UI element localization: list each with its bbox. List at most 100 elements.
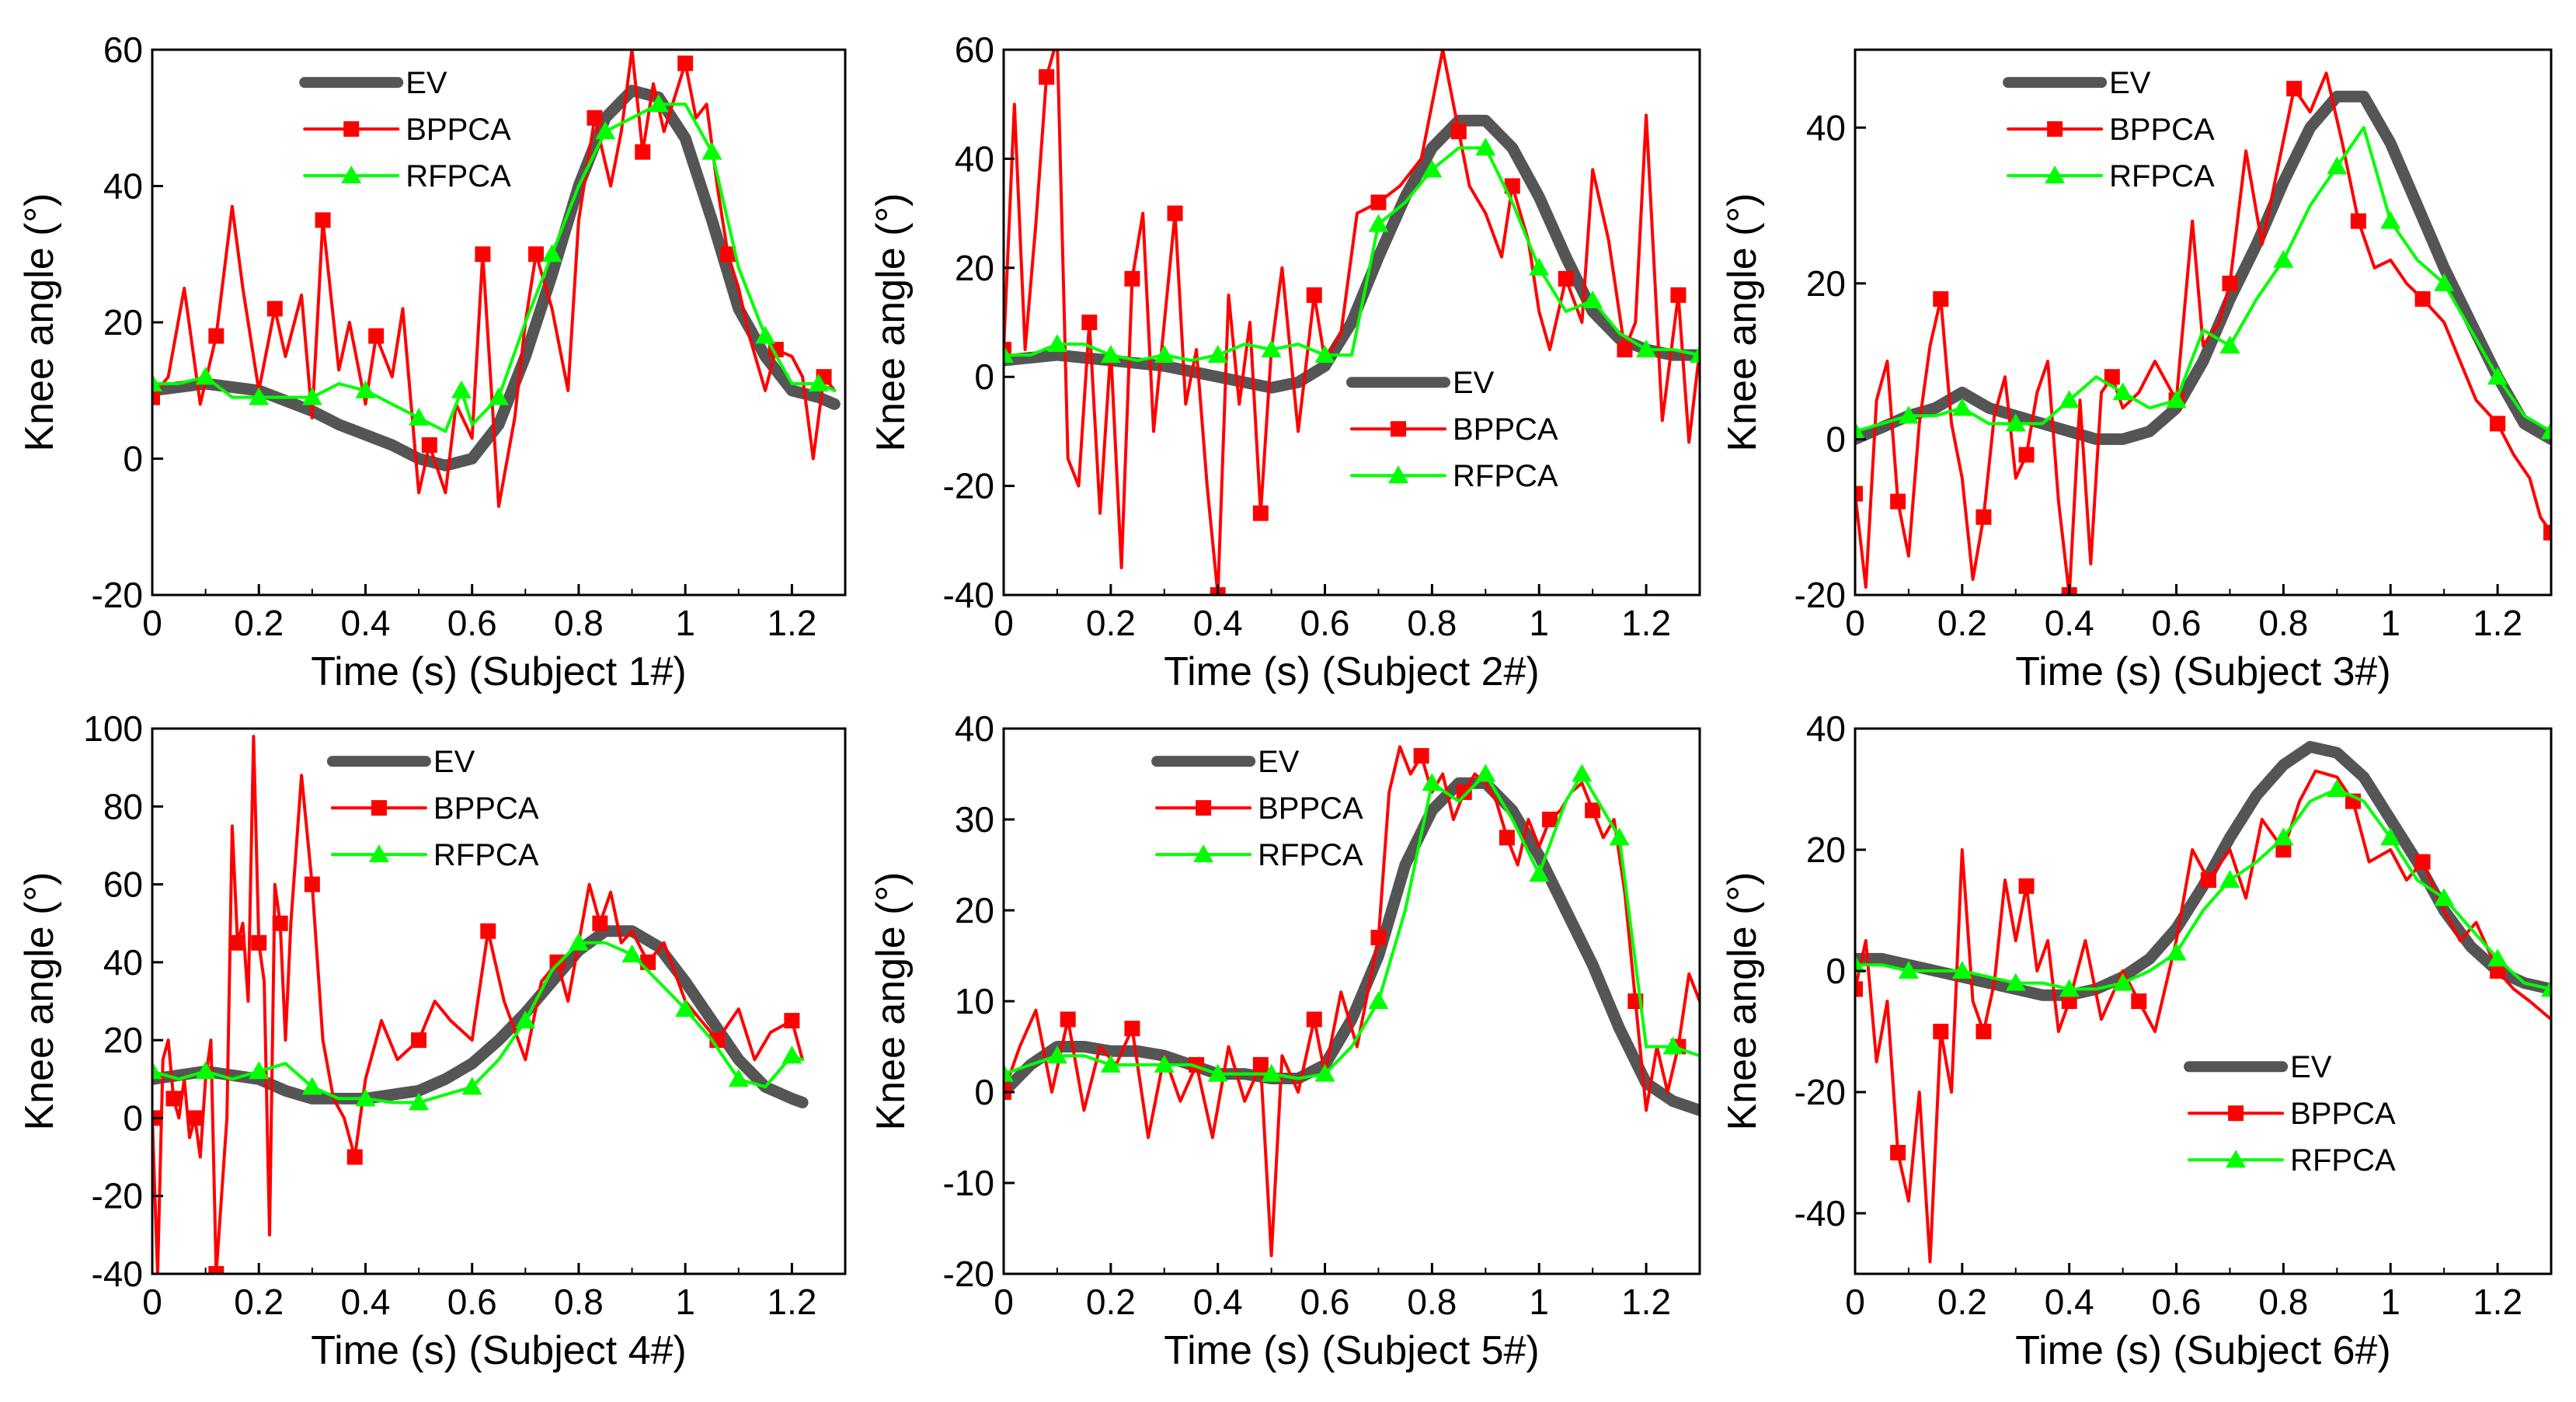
x-tick-label: 0 — [1845, 1282, 1865, 1322]
legend: EV BPPCA RFPCA — [2184, 1050, 2396, 1178]
legend-marker-rfpca — [368, 844, 389, 863]
point-marker-rfpca — [2166, 390, 2187, 409]
y-axis-title: Knee angle (°) — [17, 193, 62, 452]
y-tick-label: 40 — [955, 708, 994, 749]
point-marker-bppca — [635, 144, 651, 160]
point-marker-rfpca — [675, 999, 696, 1018]
point-marker-rfpca — [2005, 972, 2026, 991]
y-tick-label: 100 — [83, 708, 143, 749]
x-tick-label: 0.8 — [2258, 603, 2308, 643]
point-marker-rfpca — [1004, 345, 1014, 364]
x-tick-label: 0 — [142, 1282, 162, 1322]
x-axis-title: Time (s) (Subject 1#) — [311, 649, 687, 694]
point-marker-rfpca — [1475, 764, 1496, 782]
series-ev — [1855, 90, 2551, 445]
y-tick-label: -20 — [943, 466, 994, 506]
point-marker-bppca — [304, 876, 320, 892]
x-tick-label: 0.4 — [1193, 603, 1243, 643]
y-tick-label: 20 — [1806, 830, 1846, 870]
point-marker-rfpca — [648, 94, 669, 113]
point-marker-bppca — [251, 934, 267, 951]
x-tick-label: 1.2 — [2473, 603, 2522, 643]
y-tick-label: 60 — [103, 30, 143, 70]
y-tick-label: 0 — [123, 439, 143, 479]
point-marker-rfpca — [515, 1011, 536, 1029]
series-ev — [152, 85, 841, 471]
point-marker-rfpca — [1314, 1063, 1335, 1082]
y-axis-title: Knee angle (°) — [1720, 193, 1765, 452]
legend-label-rfpca: RFPCA — [406, 159, 511, 193]
series-line-ev — [1004, 777, 1700, 1116]
x-tick-label: 0.4 — [340, 603, 390, 643]
point-marker-bppca — [2131, 993, 2147, 1009]
x-tick-label: 0.8 — [554, 603, 604, 643]
x-tick-label: 0.8 — [1407, 603, 1457, 643]
point-marker-rfpca — [541, 244, 562, 263]
series-rfpca — [1004, 764, 1700, 1082]
point-marker-rfpca — [1529, 864, 1550, 882]
point-marker-bppca — [152, 389, 160, 405]
y-tick-label: 40 — [103, 166, 143, 207]
series-line-bppca — [1855, 71, 2551, 595]
point-marker-rfpca — [1529, 257, 1550, 276]
point-marker-rfpca — [1898, 405, 1919, 424]
legend-marker-bppca — [371, 800, 387, 816]
x-tick-label: 0 — [1845, 603, 1865, 643]
point-marker-rfpca — [782, 1045, 802, 1064]
x-tick-label: 0.8 — [2258, 1282, 2308, 1322]
point-marker-rfpca — [1100, 1054, 1121, 1073]
point-marker-rfpca — [1422, 159, 1443, 178]
legend-marker-rfpca — [2226, 1150, 2247, 1168]
y-tick-label: 20 — [103, 302, 143, 343]
series-line-ev — [152, 85, 841, 471]
y-tick-label: 0 — [123, 1098, 143, 1138]
y-tick-label: -40 — [943, 575, 994, 615]
point-marker-rfpca — [301, 387, 322, 405]
point-marker-rfpca — [355, 380, 376, 398]
point-marker-bppca — [720, 246, 736, 263]
legend: EV BPPCA RFPCA — [299, 66, 511, 193]
y-tick-label: -20 — [943, 1254, 994, 1294]
point-marker-rfpca — [2327, 779, 2348, 797]
y-tick-label: -20 — [1794, 1072, 1846, 1112]
point-marker-bppca — [480, 923, 496, 939]
y-tick-label: -10 — [943, 1163, 994, 1203]
y-axis-title: Knee angle (°) — [869, 872, 914, 1131]
point-marker-rfpca — [355, 1088, 376, 1107]
point-marker-rfpca — [2166, 942, 2187, 961]
point-marker-bppca — [592, 915, 608, 931]
series-rfpca — [1004, 137, 1700, 364]
x-tick-label: 0 — [994, 603, 1014, 643]
point-marker-bppca — [1542, 812, 1558, 827]
point-marker-bppca — [677, 55, 694, 71]
point-marker-rfpca — [1475, 137, 1496, 156]
point-marker-bppca — [1167, 205, 1183, 221]
point-marker-bppca — [1670, 287, 1687, 303]
chart-panel-2: 0 0.2 0.4 0.6 0.8 1 1.2 -40 -20 0 20 40 60 Time (s) (… — [869, 30, 1701, 694]
point-marker-bppca — [1370, 194, 1387, 210]
point-marker-rfpca — [2487, 948, 2508, 967]
point-marker-bppca — [2018, 878, 2035, 894]
series-bppca — [152, 50, 837, 508]
point-marker-rfpca — [2380, 210, 2401, 229]
y-tick-label: 20 — [955, 890, 994, 931]
point-marker-rfpca — [701, 141, 722, 160]
y-tick-label: 0 — [1826, 951, 1846, 991]
legend-label-rfpca: RFPCA — [1258, 838, 1363, 872]
legend: EV BPPCA RFPCA — [2003, 66, 2215, 193]
point-marker-bppca — [549, 954, 566, 970]
point-marker-bppca — [1039, 69, 1055, 85]
plot-frame — [1002, 48, 1701, 597]
point-marker-rfpca — [1855, 955, 1865, 973]
point-marker-rfpca — [2380, 827, 2401, 846]
series-line-rfpca — [1004, 772, 1700, 1080]
series-rfpca — [1855, 126, 2551, 440]
point-marker-rfpca — [2005, 413, 2026, 432]
point-marker-bppca — [528, 246, 545, 263]
legend: EV BPPCA RFPCA — [326, 745, 539, 872]
x-tick-label: 0.6 — [2152, 1282, 2202, 1322]
y-tick-label: 40 — [103, 942, 143, 983]
point-marker-bppca — [272, 915, 288, 931]
point-marker-rfpca — [1582, 290, 1603, 308]
plot-frame — [1854, 727, 2553, 1275]
